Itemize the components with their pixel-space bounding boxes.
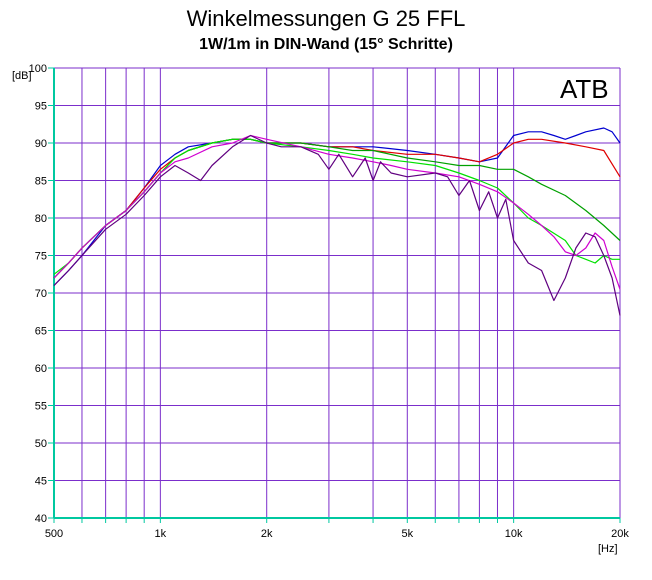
y-tick-label: 50	[35, 438, 47, 450]
x-tick-label: 10k	[505, 528, 523, 540]
x-tick-label: 5k	[401, 528, 413, 540]
y-tick-label: 85	[35, 176, 47, 188]
y-tick-label: 65	[35, 326, 47, 338]
y-tick-label: 80	[35, 213, 47, 225]
y-tick-label: 90	[35, 138, 47, 150]
y-tick-label: 70	[35, 288, 47, 300]
series-lines	[53, 127, 621, 316]
chart-subtitle: 1W/1m in DIN-Wand (15° Schritte)	[199, 36, 453, 53]
x-axis-label: [Hz]	[598, 543, 618, 555]
y-tick-label: 40	[35, 513, 47, 525]
y-tick-label: 100	[29, 63, 47, 75]
chart-title: Winkelmessungen G 25 FFL	[186, 6, 466, 31]
atb-badge: ATB	[560, 74, 609, 104]
y-tick-label: 45	[35, 476, 47, 488]
x-tick-label: 20k	[611, 528, 629, 540]
axes	[48, 67, 621, 523]
tick-labels: 40 45 50 55 60 65 70 75 80 85 90 95 100 500 1k 2k 5k 10k 2…	[12, 63, 629, 555]
y-tick-label: 55	[35, 401, 47, 413]
x-tick-label: 500	[45, 528, 63, 540]
y-axis-label: [dB]	[12, 70, 32, 82]
y-tick-label: 75	[35, 251, 47, 263]
series-line-3	[53, 138, 621, 279]
series-line-6	[53, 134, 621, 316]
y-tick-label: 95	[35, 101, 47, 113]
series-line-2	[53, 138, 621, 279]
y-tick-label: 60	[35, 363, 47, 375]
x-tick-label: 1k	[155, 528, 167, 540]
x-tick-label: 2k	[261, 528, 273, 540]
grid-lines	[53, 67, 621, 519]
series-line-4	[53, 138, 620, 275]
